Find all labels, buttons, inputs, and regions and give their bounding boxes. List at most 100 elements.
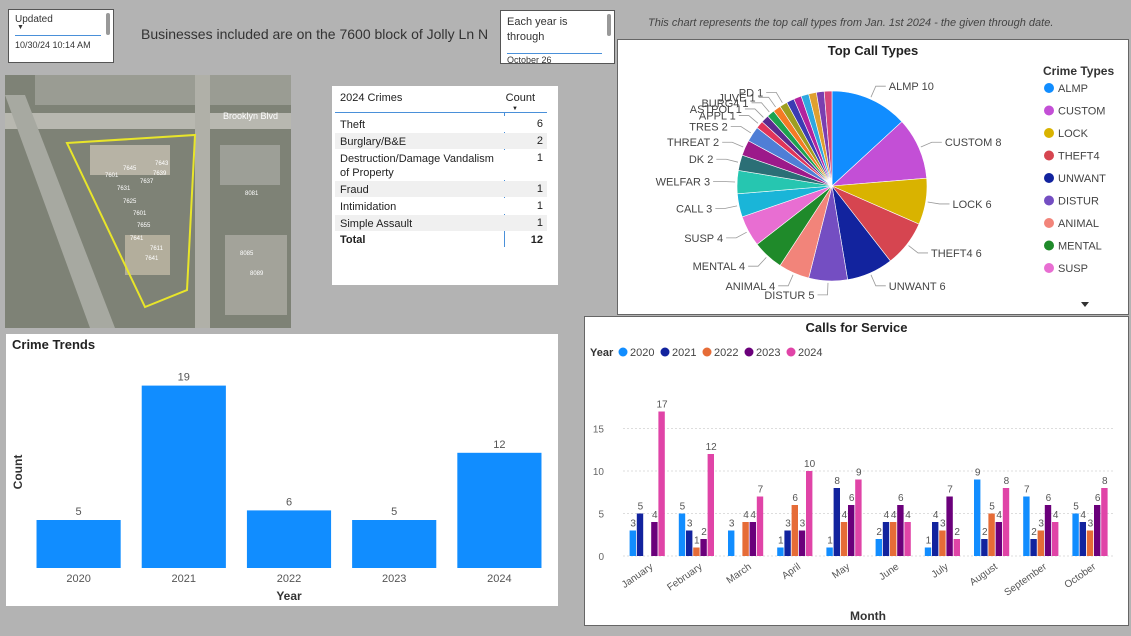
calls-bar[interactable] [756,496,764,557]
calls-bar[interactable] [1094,505,1101,556]
pie-legend-label[interactable]: LOCK [1058,128,1089,140]
calls-legend-marker[interactable] [786,347,796,357]
calls-bar[interactable] [1086,530,1094,557]
calls-bar[interactable] [1037,530,1044,557]
calls-bar[interactable] [1072,513,1079,557]
calls-bar[interactable] [882,522,890,556]
calls-y-tick: 0 [598,552,604,563]
trend-bar[interactable] [352,520,437,568]
calls-bar[interactable] [777,547,784,557]
calls-bar[interactable] [939,530,946,557]
calls-legend-marker[interactable] [702,347,712,357]
calls-bar[interactable] [784,530,791,557]
calls-bar[interactable] [904,522,911,556]
calls-bar[interactable] [897,505,904,556]
calls-legend-label[interactable]: 2022 [714,347,738,359]
trend-bar[interactable] [246,510,332,568]
calls-bar[interactable] [890,522,897,556]
calls-bar[interactable] [833,488,840,556]
calls-bar[interactable] [678,513,686,557]
calls-legend-marker[interactable] [660,347,670,357]
pie-legend-label[interactable]: MENTAL [1058,241,1102,253]
pie-legend-marker[interactable] [1044,218,1054,228]
calls-bar-label: 7 [758,485,764,496]
calls-bar[interactable] [1079,522,1086,556]
updated-slicer[interactable]: Updated ▼ 10/30/24 10:14 AM [8,9,114,63]
pie-legend-marker[interactable] [1044,105,1054,116]
pie-legend-label[interactable]: UNWANT [1058,173,1106,185]
legend-more-icon[interactable] [1081,302,1089,307]
calls-legend-label[interactable]: 2024 [798,347,822,359]
calls-bar[interactable] [1030,539,1037,556]
pie-legend-label[interactable]: ALMP [1058,83,1088,95]
calls-bar[interactable] [988,513,995,557]
calls-bar[interactable] [1044,505,1052,556]
calls-bar[interactable] [1052,522,1059,556]
pie-slice[interactable] [831,90,903,187]
trend-bar[interactable] [141,385,226,568]
table-header-count[interactable]: Count [505,92,535,104]
slicer-scrollbar[interactable] [106,13,110,35]
pie-legend-marker[interactable] [1044,263,1054,273]
pie-slice-label: DK 2 [689,154,713,166]
calls-bar[interactable] [629,530,636,557]
pie-legend-marker[interactable] [1044,195,1054,206]
trend-bar[interactable] [457,452,542,568]
calls-legend-label[interactable]: 2023 [756,347,780,359]
calls-bar[interactable] [798,530,806,557]
calls-bar[interactable] [742,522,749,556]
pie-legend-marker[interactable] [1044,128,1054,138]
pie-legend-label[interactable]: ANIMAL [1058,218,1099,230]
calls-bar[interactable] [855,479,862,557]
calls-bar[interactable] [932,522,939,556]
calls-bar[interactable] [1023,496,1030,557]
calls-bar[interactable] [946,496,953,557]
calls-bar[interactable] [953,539,960,556]
calls-bar[interactable] [806,471,813,556]
calls-bar[interactable] [826,547,833,557]
calls-bar[interactable] [974,479,981,557]
calls-bar[interactable] [848,505,855,556]
pie-legend-label[interactable]: SUSP [1058,263,1088,275]
calls-bar[interactable] [1002,488,1010,556]
calls-legend-marker[interactable] [618,347,628,357]
calls-bar[interactable] [840,522,848,556]
slicer-scrollbar[interactable] [607,14,611,36]
calls-bar[interactable] [636,513,644,557]
trend-x-tick: 2024 [487,573,511,585]
calls-bar[interactable] [651,522,658,556]
pie-legend-marker[interactable] [1044,150,1054,161]
calls-service-card: Calls for Service Year 2020 2021 2022 2023 20… [584,316,1129,626]
pie-legend-label[interactable]: DISTUR [1058,196,1099,208]
trend-bar[interactable] [36,520,121,568]
calls-legend-label[interactable]: 2021 [672,347,696,359]
pie-legend-label[interactable]: CUSTOM [1058,106,1105,118]
year-slicer[interactable]: Each year is through October 26 [500,10,615,64]
calls-x-tick: May [830,561,852,581]
calls-legend-label[interactable]: 2020 [630,347,654,359]
pie-legend-label[interactable]: THEFT4 [1058,151,1100,163]
calls-bar[interactable] [791,505,798,556]
calls-bar[interactable] [658,411,665,557]
pie-slice-label: PD 1 [739,87,763,99]
calls-bar[interactable] [875,539,882,556]
calls-legend-marker[interactable] [744,347,754,357]
pie-legend-marker[interactable] [1044,83,1054,93]
calls-bar[interactable] [707,454,714,556]
chevron-down-icon[interactable]: ▼ [17,24,24,31]
calls-bar[interactable] [981,539,988,556]
calls-bar[interactable] [700,539,707,556]
calls-bar[interactable] [686,530,693,557]
sort-down-icon[interactable]: ▼ [512,106,518,112]
calls-bar[interactable] [728,530,735,557]
pie-legend-marker[interactable] [1044,173,1054,183]
table-header-crime[interactable]: 2024 Crimes [340,92,403,104]
pie-slice[interactable] [823,90,833,187]
address-label: 7641 [145,256,159,262]
calls-bar[interactable] [1101,488,1108,556]
calls-bar[interactable] [924,547,932,557]
calls-bar[interactable] [693,547,700,557]
pie-legend-marker[interactable] [1044,240,1054,251]
calls-bar[interactable] [995,522,1002,556]
calls-bar[interactable] [749,522,756,556]
